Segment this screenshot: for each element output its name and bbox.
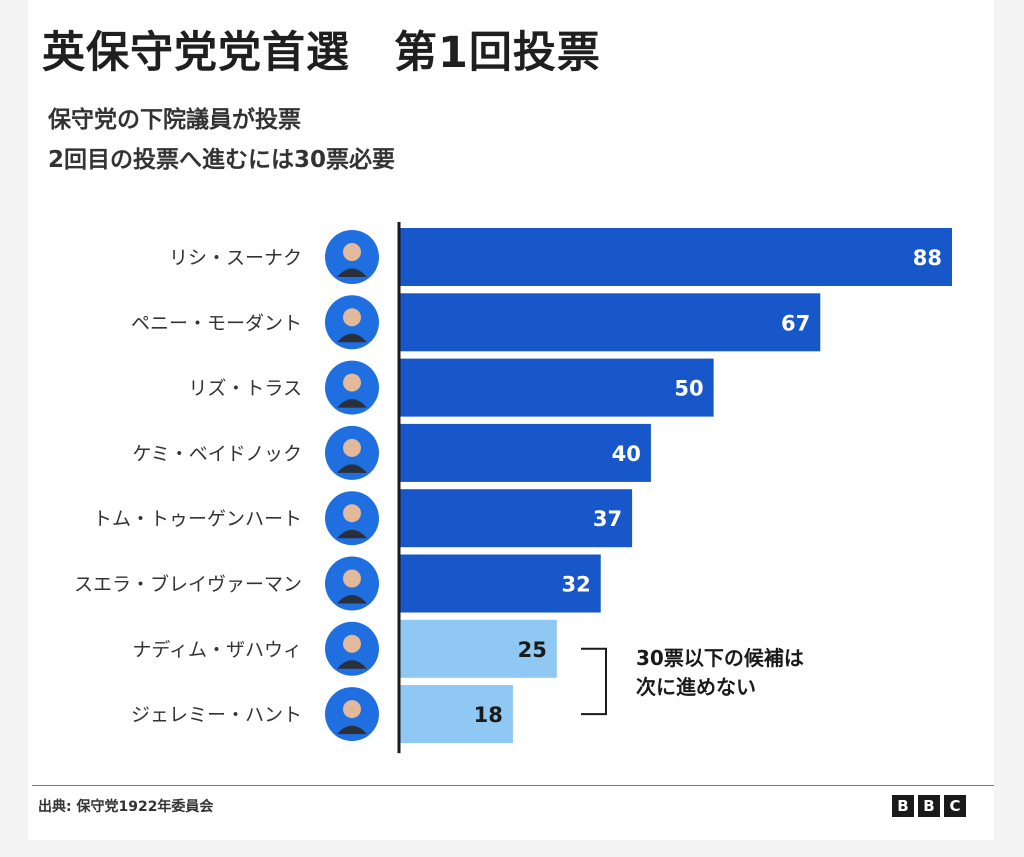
bar bbox=[400, 228, 952, 286]
subtitle-line-1: 保守党の下院議員が投票 bbox=[48, 107, 301, 133]
bar bbox=[400, 358, 714, 417]
category-label: ケミ・ベイドノック bbox=[132, 443, 302, 465]
bar bbox=[400, 489, 633, 548]
category-label: ナディム・ザハウィ bbox=[132, 639, 302, 661]
category-label: スエラ・ブレイヴァーマン bbox=[74, 573, 302, 596]
data-label: 40 bbox=[612, 442, 641, 466]
avatar-shoulders bbox=[337, 464, 367, 473]
category-label: ジェレミー・ハント bbox=[131, 704, 302, 726]
bar bbox=[400, 685, 513, 744]
bar-chart: 88 リシ・スーナク 67 ペニー・モーダント 50 リズ・トラス 40 ケミ・ベイドノック 3… bbox=[74, 222, 952, 754]
infographic-card: 英保守党党首選 第1回投票 保守党の下院議員が投票 2回目の投票へ進むには30票… bbox=[28, 0, 994, 840]
avatar-shoulders bbox=[337, 333, 367, 343]
avatar-shoulders bbox=[337, 595, 367, 604]
avatar-face bbox=[343, 373, 361, 392]
avatar-face bbox=[343, 438, 361, 457]
category-label: リズ・トラス bbox=[188, 378, 302, 400]
avatar-face bbox=[343, 308, 361, 327]
avatar-face bbox=[343, 504, 361, 523]
footer-divider bbox=[32, 785, 994, 786]
source-note: 出典: 保守党1922年委員会 bbox=[38, 799, 214, 815]
avatar-face bbox=[343, 569, 361, 588]
avatar-shoulders bbox=[337, 725, 367, 735]
annotation-line-1: 30票以下の候補は bbox=[636, 646, 804, 670]
data-label: 32 bbox=[561, 573, 590, 597]
bar bbox=[400, 619, 557, 678]
avatar-face bbox=[343, 700, 361, 719]
data-label: 18 bbox=[474, 703, 503, 727]
annotation-line-2: 次に進めない bbox=[636, 675, 756, 699]
subtitle-line-2: 2回目の投票へ進むには30票必要 bbox=[48, 147, 396, 173]
bar bbox=[400, 293, 821, 352]
data-label: 50 bbox=[674, 377, 703, 401]
category-label: トム・トゥーゲンハート bbox=[93, 508, 302, 530]
bar bbox=[400, 423, 651, 482]
data-label: 25 bbox=[518, 638, 547, 662]
avatar-face bbox=[343, 634, 361, 653]
avatar-shoulders bbox=[337, 660, 367, 669]
logo-letter: B bbox=[892, 795, 914, 817]
page-title: 英保守党党首選 第1回投票 bbox=[42, 28, 601, 78]
bracket bbox=[581, 647, 607, 716]
avatar-shoulders bbox=[337, 399, 367, 408]
logo-letter: B bbox=[918, 795, 940, 817]
bbc-logo: B B C bbox=[892, 795, 966, 817]
bar bbox=[400, 554, 601, 613]
category-label: リシ・スーナク bbox=[169, 247, 302, 269]
category-label: ペニー・モーダント bbox=[131, 312, 302, 334]
data-label: 37 bbox=[593, 507, 622, 531]
logo-letter: C bbox=[944, 795, 966, 817]
data-label: 88 bbox=[913, 246, 942, 270]
avatar-face bbox=[343, 243, 361, 261]
data-label: 67 bbox=[781, 311, 810, 335]
avatar-shoulders bbox=[337, 268, 367, 277]
avatar-shoulders bbox=[337, 529, 367, 539]
